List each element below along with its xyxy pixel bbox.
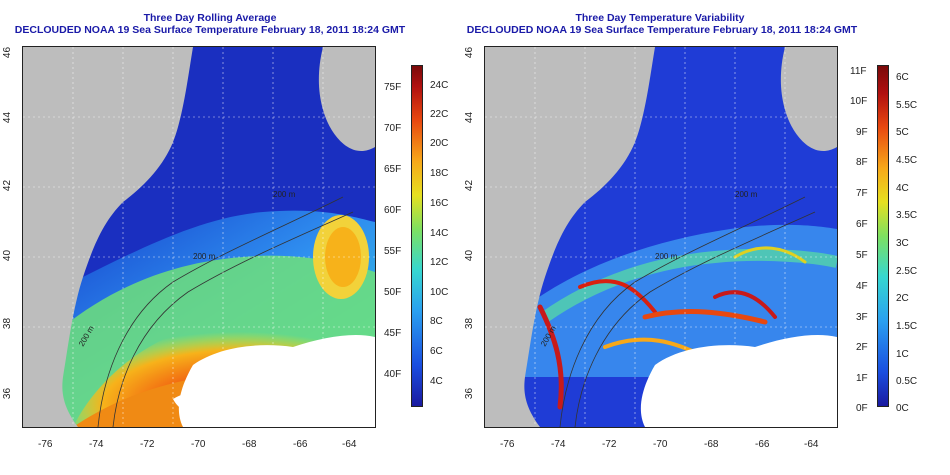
- left-cbar-c-6: 6C: [430, 346, 443, 357]
- right-cbar-c-4: 4C: [896, 183, 909, 194]
- right-cbar-f-7: 7F: [856, 188, 868, 199]
- left-lat-label-46: 46: [2, 46, 14, 59]
- left-cbar-c-20: 20C: [430, 138, 449, 149]
- left-cbar-c-18: 18C: [430, 168, 449, 179]
- left-contour-label-1: 200 m: [193, 252, 216, 261]
- right-cbar-c-1: 1C: [896, 349, 909, 360]
- right-lat-label-38: 38: [464, 317, 476, 330]
- right-cbar-c-6: 6C: [896, 72, 909, 83]
- left-cbar-f-55: 55F: [384, 246, 402, 257]
- right-cbar-f-8: 8F: [856, 157, 868, 168]
- left-lat-label-38: 38: [2, 317, 14, 330]
- left-cbar-c-24: 24C: [430, 80, 449, 91]
- left-title-line2: DECLOUDED NOAA 19 Sea Surface Temperatur…: [14, 24, 406, 36]
- right-cbar-f-0: 0F: [856, 403, 868, 414]
- right-cbar-f-5: 5F: [856, 250, 868, 261]
- right-cbar-c-1.5: 1.5C: [896, 321, 918, 332]
- right-cbar-f-4: 4F: [856, 281, 868, 292]
- right-cbar-c-2.5: 2.5C: [896, 266, 918, 277]
- left-lat-label-40: 40: [2, 249, 14, 262]
- right-contour-label-1: 200 m: [655, 252, 678, 261]
- right-cbar-f-3: 3F: [856, 312, 868, 323]
- left-cbar-f-60: 60F: [384, 205, 402, 216]
- left-land-us-coast: [23, 47, 193, 427]
- left-contour-label-3: 200 m: [273, 190, 296, 199]
- left-lon-label-68: -68: [242, 439, 257, 450]
- left-cloud-patch: [173, 392, 223, 416]
- right-front-band: [541, 248, 837, 322]
- left-cbar-c-12: 12C: [430, 257, 449, 268]
- right-cbar-f-10: 10F: [850, 96, 868, 107]
- right-variability-map: 200 m 200 m 200 m: [484, 46, 838, 428]
- right-title-line2: DECLOUDED NOAA 19 Sea Surface Temperatur…: [466, 24, 858, 36]
- left-land-nova-scotia: [318, 47, 375, 152]
- right-lon-label-70: -70: [653, 439, 668, 450]
- right-cbar-c-2: 2C: [896, 293, 909, 304]
- right-contour-2000m: [574, 211, 816, 427]
- right-land-nova-scotia: [780, 47, 837, 152]
- right-lon-label-76: -76: [500, 439, 515, 450]
- right-cbar-c-0.5: 0.5C: [896, 376, 918, 387]
- right-cbar-f-6: 6F: [856, 219, 868, 230]
- right-lon-label-64: -64: [804, 439, 819, 450]
- right-mid-variability: [485, 224, 837, 377]
- right-cbar-c-3: 3C: [896, 238, 909, 249]
- left-cbar-c-4: 4C: [430, 376, 443, 387]
- right-cbar-f-1: 1F: [856, 373, 868, 384]
- left-sst-map: 200 m 200 m 200 m: [22, 46, 376, 428]
- left-colorbar: [411, 65, 423, 407]
- left-title-line1: Three Day Rolling Average: [143, 12, 277, 24]
- left-cbar-f-70: 70F: [384, 123, 402, 134]
- right-land-us-coast: [485, 47, 655, 427]
- right-lat-label-42: 42: [464, 179, 476, 192]
- right-cbar-f-11: 11F: [850, 66, 867, 77]
- left-graticule: [23, 47, 375, 427]
- right-lon-label-72: -72: [602, 439, 617, 450]
- left-cbar-c-22: 22C: [430, 109, 449, 120]
- left-cbar-f-75: 75F: [384, 82, 402, 93]
- left-lon-label-66: -66: [293, 439, 308, 450]
- right-lon-label-66: -66: [755, 439, 770, 450]
- left-cloud-mask: [178, 335, 375, 427]
- left-lon-label-70: -70: [191, 439, 206, 450]
- left-lon-label-64: -64: [342, 439, 357, 450]
- right-cbar-f-2: 2F: [856, 342, 868, 353]
- right-lat-label-40: 40: [464, 249, 476, 262]
- left-cbar-f-45: 45F: [384, 328, 402, 339]
- left-lon-label-74: -74: [89, 439, 104, 450]
- left-cbar-f-50: 50F: [384, 287, 402, 298]
- left-lon-label-76: -76: [38, 439, 53, 450]
- left-lat-label-36: 36: [2, 387, 14, 400]
- left-cbar-f-40: 40F: [384, 369, 402, 380]
- left-contour-2000m: [112, 211, 354, 427]
- right-graticule: [485, 47, 837, 427]
- right-cloud-mask: [640, 335, 837, 427]
- right-cbar-c-5.5: 5.5C: [896, 100, 918, 111]
- right-cbar-c-3.5: 3.5C: [896, 210, 918, 221]
- left-cbar-c-14: 14C: [430, 228, 449, 239]
- right-cbar-c-5: 5C: [896, 127, 909, 138]
- right-lon-label-68: -68: [704, 439, 719, 450]
- right-colorbar: [877, 65, 889, 407]
- left-cbar-f-65: 65F: [384, 164, 402, 175]
- right-cbar-c-4.5: 4.5C: [896, 155, 918, 166]
- left-cbar-c-16: 16C: [430, 198, 449, 209]
- right-contour-label-3: 200 m: [735, 190, 758, 199]
- left-lon-label-72: -72: [140, 439, 155, 450]
- right-title-line1: Three Day Temperature Variability: [575, 12, 745, 24]
- right-lat-label-36: 36: [464, 387, 476, 400]
- right-lon-label-74: -74: [551, 439, 566, 450]
- left-lat-label-42: 42: [2, 179, 14, 192]
- right-cbar-f-9: 9F: [856, 127, 868, 138]
- left-cbar-c-8: 8C: [430, 316, 443, 327]
- right-lat-label-44: 44: [464, 111, 476, 124]
- right-cbar-c-0: 0C: [896, 403, 909, 414]
- right-lat-label-46: 46: [464, 46, 476, 59]
- left-lat-label-44: 44: [2, 111, 14, 124]
- left-cbar-c-10: 10C: [430, 287, 449, 298]
